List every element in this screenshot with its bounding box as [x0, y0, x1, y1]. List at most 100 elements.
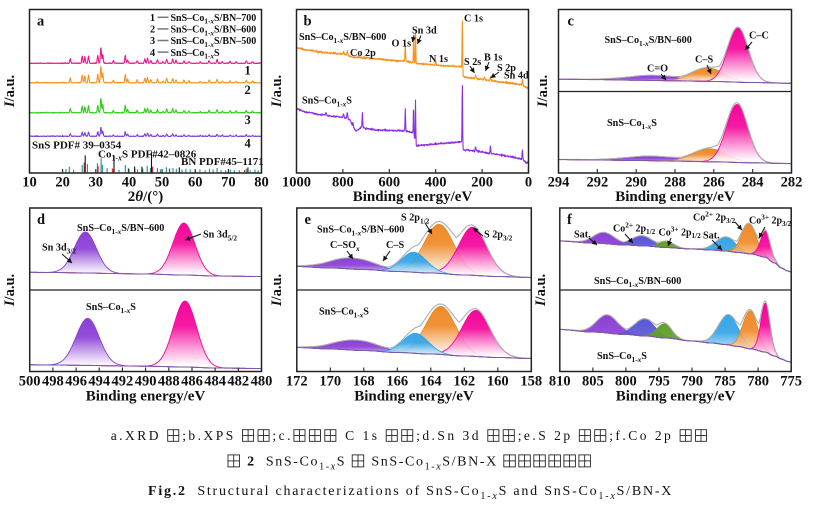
svg-text:e: e [305, 212, 312, 228]
svg-text:1: 1 [245, 64, 251, 78]
svg-text:60: 60 [188, 175, 203, 191]
svg-text:1000: 1000 [282, 175, 311, 191]
svg-text:C=O: C=O [647, 64, 668, 75]
svg-text:SnS-Co1-xS/BN-X: SnS-Co1-xS/BN-X [366, 455, 503, 473]
svg-text:490: 490 [135, 374, 157, 390]
svg-text:SnS–Co1-xS/BN–600: SnS–Co1-xS/BN–600 [171, 25, 257, 38]
svg-text:1: 1 [150, 13, 155, 24]
svg-text:805: 805 [582, 374, 604, 390]
svg-text:Co1-xS PDF#42–0826: Co1-xS PDF#42–0826 [98, 148, 197, 162]
svg-text:292: 292 [587, 175, 609, 191]
svg-text:S 2p1/2: S 2p1/2 [401, 213, 430, 226]
svg-text:600: 600 [378, 175, 400, 191]
svg-text:C–SOx: C–SOx [330, 240, 360, 253]
svg-text:SnS PDF# 39–0354: SnS PDF# 39–0354 [32, 140, 122, 152]
svg-text:SnS–Co1-xS/BN–600: SnS–Co1-xS/BN–600 [77, 223, 164, 236]
svg-text:Co2+ 2p3/2: Co2+ 2p3/2 [693, 211, 736, 226]
svg-text:I/a.u.: I/a.u. [533, 274, 549, 307]
svg-text:Sn 3d5/2: Sn 3d5/2 [203, 230, 237, 243]
svg-text:Co2+ 2p1/2: Co2+ 2p1/2 [613, 222, 656, 237]
svg-text:0: 0 [525, 175, 532, 191]
svg-text:286: 286 [703, 175, 725, 191]
svg-text:SnS–Co1-xS: SnS–Co1-xS [171, 48, 221, 61]
svg-text:3: 3 [150, 36, 155, 47]
svg-text:SnS–Co1-xS/BN–600: SnS–Co1-xS/BN–600 [299, 32, 386, 45]
svg-text:492: 492 [112, 374, 134, 390]
svg-text:Sat.: Sat. [574, 230, 591, 241]
svg-text:Binding energy/eV: Binding energy/eV [616, 389, 736, 405]
svg-text:Sn 4d: Sn 4d [504, 71, 529, 82]
svg-text:Sat.: Sat. [703, 231, 720, 242]
svg-text:288: 288 [664, 175, 686, 191]
svg-text:SnS-Co1-xS: SnS-Co1-xS [256, 455, 352, 473]
svg-text:Co3+ 2p3/2: Co3+ 2p3/2 [749, 214, 792, 229]
svg-text:b: b [304, 14, 312, 30]
svg-text:Co3+ 2p1/2: Co3+ 2p1/2 [659, 226, 702, 241]
svg-text:795: 795 [648, 374, 670, 390]
svg-text:S 2p: S 2p [497, 63, 516, 74]
svg-text:Binding energy/eV: Binding energy/eV [354, 389, 474, 405]
svg-text:a: a [37, 14, 45, 30]
svg-text:70: 70 [221, 175, 236, 191]
svg-text:484: 484 [204, 374, 226, 390]
svg-text:498: 498 [42, 374, 64, 390]
svg-text:400: 400 [425, 175, 447, 191]
svg-text:4: 4 [150, 48, 155, 59]
svg-text:Binding energy/eV: Binding energy/eV [615, 189, 735, 205]
svg-text:20: 20 [55, 175, 70, 191]
svg-text:164: 164 [420, 374, 442, 390]
svg-text:N 1s: N 1s [429, 54, 448, 65]
svg-text:30: 30 [89, 175, 104, 191]
svg-text:4: 4 [245, 137, 252, 151]
svg-text:f: f [567, 212, 572, 228]
svg-text:50: 50 [155, 175, 170, 191]
svg-text:;b.XPS: ;b.XPS [182, 428, 241, 443]
svg-text:I/a.u.: I/a.u. [2, 75, 18, 108]
svg-text:SnS–Co1-xS: SnS–Co1-xS [319, 307, 369, 320]
svg-text:SnS–Co1-xS: SnS–Co1-xS [607, 118, 657, 131]
svg-text:d: d [37, 212, 45, 228]
svg-text:I/a.u.: I/a.u. [2, 274, 18, 307]
svg-text:I/a.u.: I/a.u. [269, 75, 285, 108]
svg-text:290: 290 [625, 175, 647, 191]
svg-text:2: 2 [150, 25, 155, 36]
svg-text:SnS–Co1-xS: SnS–Co1-xS [302, 96, 352, 109]
svg-text:SnS–Co1-xS: SnS–Co1-xS [597, 351, 647, 364]
svg-text:C 1s: C 1s [339, 428, 385, 443]
svg-text:780: 780 [747, 374, 769, 390]
svg-text:I/a.u.: I/a.u. [269, 274, 285, 307]
svg-text:;c.: ;c. [272, 428, 293, 443]
svg-text:S 2p3/2: S 2p3/2 [484, 230, 513, 243]
svg-text:162: 162 [453, 374, 475, 390]
svg-text:C–S: C–S [386, 240, 404, 251]
svg-text:BN PDF#45–1171: BN PDF#45–1171 [181, 156, 264, 168]
svg-text:SnS–Co1-xS/BN–700: SnS–Co1-xS/BN–700 [171, 13, 257, 26]
svg-text:;e.S 2p: ;e.S 2p [518, 428, 579, 443]
svg-text:SnS–Co1-xS/BN–600: SnS–Co1-xS/BN–600 [605, 35, 692, 48]
svg-text:C–S: C–S [695, 55, 713, 66]
svg-text:158: 158 [520, 374, 542, 390]
svg-text:160: 160 [487, 374, 509, 390]
svg-text:SnS–Co1-xS/BN–600: SnS–Co1-xS/BN–600 [317, 225, 404, 238]
svg-text:Binding energy/eV: Binding energy/eV [353, 189, 473, 205]
svg-text:785: 785 [714, 374, 736, 390]
svg-text:172: 172 [286, 374, 308, 390]
svg-text:O 1s: O 1s [392, 39, 412, 50]
svg-text:500: 500 [19, 374, 41, 390]
svg-text:;f.Co 2p: ;f.Co 2p [609, 428, 679, 443]
svg-text:480: 480 [251, 374, 273, 390]
svg-text:3: 3 [245, 113, 251, 127]
svg-text:40: 40 [122, 175, 137, 191]
svg-text:800: 800 [615, 374, 637, 390]
svg-text:c: c [568, 14, 575, 30]
svg-text:Sn 3d: Sn 3d [412, 26, 437, 37]
svg-text:SnS–Co1-xS: SnS–Co1-xS [86, 302, 136, 315]
svg-text:C–C: C–C [749, 31, 769, 42]
svg-text:I/a.u.: I/a.u. [535, 75, 551, 108]
svg-text:10: 10 [22, 175, 37, 191]
svg-text:S 2s: S 2s [464, 57, 481, 68]
svg-text:SnS–Co1-xS/BN–500: SnS–Co1-xS/BN–500 [171, 36, 257, 49]
svg-text:486: 486 [181, 374, 203, 390]
svg-text:168: 168 [353, 374, 375, 390]
svg-text:488: 488 [158, 374, 180, 390]
